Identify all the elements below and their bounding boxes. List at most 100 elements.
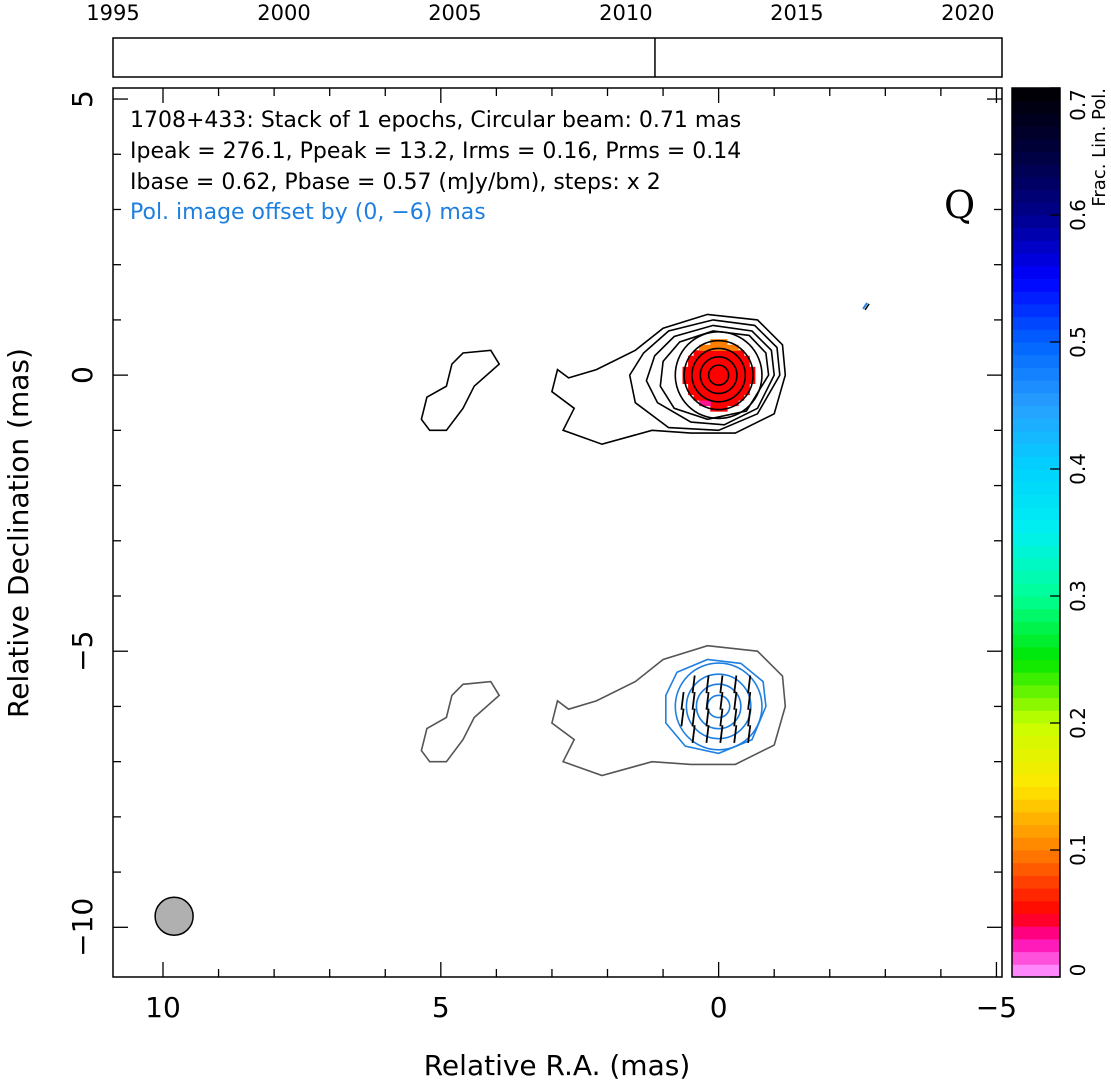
colorbar-band (1012, 494, 1060, 508)
colorbar-band (1012, 151, 1060, 165)
annotation-line1: 1708+433: Stack of 1 epochs, Circular be… (130, 108, 741, 133)
fracpol-pixel (710, 361, 717, 368)
fracpol-pixel (715, 372, 723, 379)
colorbar-tick-label: 0.1 (1066, 834, 1090, 866)
colorbar-band (1012, 202, 1060, 216)
fracpol-pixel (715, 339, 723, 346)
fracpol-pixel (721, 383, 728, 390)
evpa-vector (705, 708, 710, 727)
fracpol-pixel (693, 366, 700, 373)
fracpol-pixel (710, 366, 717, 373)
fracpol-pixel (721, 339, 728, 346)
colorbar-band (1012, 532, 1060, 546)
fracpol-pixel (715, 350, 723, 357)
fracpol-pixel (715, 388, 723, 396)
colorbar-band (1012, 189, 1060, 203)
colorbar-band (1012, 176, 1060, 191)
colorbar-band (1012, 392, 1060, 406)
fracpol-pixel (732, 361, 739, 368)
colorbar-band (1012, 799, 1060, 813)
colorbar-band (1012, 888, 1060, 902)
colorbar-band (1012, 278, 1060, 292)
intensity-contour (707, 364, 730, 386)
fracpol-pixel (715, 399, 723, 407)
colorbar (1012, 87, 1060, 978)
pol-contour (674, 662, 763, 751)
colorbar-band (1012, 215, 1060, 229)
colorbar-band (1012, 303, 1060, 318)
colorbar-band (1012, 583, 1060, 597)
x-axis-label: Relative R.A. (mas) (424, 1049, 691, 1082)
evpa-vector (705, 725, 710, 743)
colorbar-band (1012, 316, 1060, 330)
colorbar-band (1012, 621, 1060, 635)
colorbar-band (1012, 380, 1060, 394)
fracpol-pixel (710, 350, 717, 357)
y-axis-label: Relative Declination (mas) (2, 348, 35, 718)
fracpol-pixel (715, 383, 723, 390)
colorbar-band (1012, 570, 1060, 584)
colorbar-band (1012, 913, 1060, 927)
pol-contour (695, 683, 742, 730)
evpa-vector (747, 708, 752, 727)
colorbar-band (1012, 240, 1060, 254)
fracpol-pixel (704, 344, 711, 351)
evpa-vector (747, 675, 752, 694)
fracpol-pixel (738, 388, 745, 396)
fracpol-pixel (704, 355, 711, 362)
colorbar-band (1012, 100, 1060, 114)
colorbar-band (1012, 938, 1060, 953)
fracpol-pixel (704, 399, 711, 407)
colorbar-band (1012, 405, 1060, 419)
annotation-line4: Pol. image offset by (0, −6) mas (130, 200, 486, 225)
y-tick-label: −10 (66, 898, 99, 957)
intensity-contour (645, 324, 776, 426)
plot-content (154, 302, 870, 937)
pol-contour (665, 658, 767, 755)
colorbar-tick-labels: 0 0.1 0.2 0.3 0.4 0.5 0.6 0.7 (1066, 89, 1090, 976)
fracpol-pixel (726, 399, 734, 407)
fracpol-pixel (715, 377, 723, 385)
colorbar-band (1012, 342, 1060, 356)
fracpol-pixel (738, 394, 745, 401)
fracpol-pixel (710, 344, 717, 351)
colorbar-band (1012, 811, 1060, 826)
fracpol-pixel (715, 355, 723, 362)
fracpol-pixel (699, 361, 706, 368)
colorbar-band (1012, 469, 1060, 483)
fracpol-pixel (738, 372, 745, 379)
colorbar-band (1012, 862, 1060, 876)
fracpol-pixel (726, 344, 734, 351)
evpa-vector (680, 708, 685, 727)
fracpol-pixel (704, 350, 711, 357)
colorbar-band (1012, 291, 1060, 305)
colorbar-tick-label: 0.2 (1066, 707, 1090, 739)
evpa-vectors (680, 675, 752, 743)
intensity-contour (628, 319, 781, 432)
fracpol-pixel (749, 372, 756, 379)
fracpol-pixel (688, 361, 695, 368)
fracpol-pixel (710, 372, 717, 379)
pol-contour (685, 673, 752, 740)
fracpol-pixel (699, 355, 706, 362)
fracpol-pixel (704, 366, 711, 373)
colorbar-band (1012, 672, 1060, 686)
colorbar-band (1012, 88, 1060, 102)
colorbar-tick-label: 0.7 (1066, 89, 1090, 121)
fracpol-pixel (738, 383, 745, 390)
evpa-vector (733, 691, 738, 710)
fracpol-pixel (710, 339, 717, 346)
beam (154, 896, 194, 937)
fracpol-pixel (704, 361, 711, 368)
fracpol-pixel (738, 366, 745, 373)
flag-marker (862, 302, 870, 311)
colorbar-label: Frac. Lin. Pol. (1089, 88, 1110, 207)
evpa-vector (719, 708, 724, 727)
colorbar-band (1012, 684, 1060, 699)
evpa-vector (747, 725, 752, 743)
colorbar-band (1012, 354, 1060, 368)
timeline-tick-label: 2005 (428, 1, 481, 25)
x-tick-label: −5 (976, 991, 1017, 1024)
fracpol-pixel (726, 372, 734, 379)
